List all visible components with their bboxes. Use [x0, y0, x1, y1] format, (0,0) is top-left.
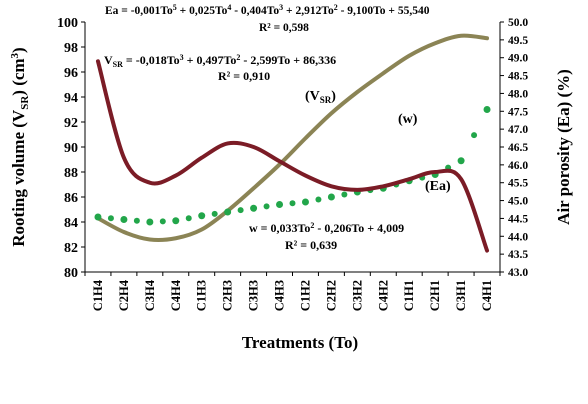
- series-label-vsr: (VSR): [305, 89, 336, 105]
- ticks-layer: 80 82 84 86 88 90 92 94 96 98 100 43.0 43.5 44.0 44.5 4…: [57, 16, 528, 311]
- series-layer: [94, 33, 491, 253]
- x-tick-label: C2H1: [428, 280, 442, 311]
- left-tick-label: 94: [64, 91, 78, 106]
- w-trend-dot: [211, 210, 218, 217]
- right-tick-label: 49.5: [508, 35, 528, 47]
- w-point: [457, 157, 465, 165]
- vsr-line: [95, 33, 490, 243]
- left-tick-label: 82: [64, 241, 78, 256]
- right-tick-label: 43.0: [508, 267, 528, 279]
- x-tick-label: C3H3: [247, 280, 261, 311]
- x-tick-label: C4H2: [376, 280, 390, 311]
- x-axis-title: Treatments (To): [242, 333, 358, 352]
- w-point: [94, 213, 102, 221]
- w-trend-dot: [289, 200, 296, 207]
- left-tick-label: 92: [64, 116, 78, 131]
- x-tick-label: C4H3: [273, 280, 287, 311]
- w-trend-dot: [315, 196, 322, 203]
- w-trend-dot: [263, 203, 270, 210]
- w-point: [224, 208, 232, 216]
- r2-w: R² = 0,639: [285, 238, 337, 252]
- right-tick-label: 43.5: [508, 249, 528, 261]
- x-tick-label: C4H1: [480, 280, 494, 311]
- left-tick-label: 98: [64, 41, 78, 56]
- x-tick-label: C2H4: [117, 279, 131, 311]
- x-tick-label: C1H2: [298, 280, 312, 311]
- equation-vsr: VSR = -0,018To3 + 0,497To2 - 2,599To + 8…: [104, 53, 336, 69]
- w-point: [120, 216, 128, 223]
- x-tick-label: C3H1: [454, 280, 468, 311]
- series-label-w: (w): [398, 112, 418, 127]
- x-tick-label: C2H3: [221, 280, 235, 311]
- right-tick-label: 47.5: [508, 106, 528, 118]
- w-point: [276, 201, 284, 208]
- left-tick-label: 100: [57, 16, 78, 31]
- w-point: [301, 198, 309, 206]
- w-trend-dot: [159, 218, 166, 225]
- r2-ea: R² = 0,598: [259, 22, 309, 34]
- w-trend-dot: [237, 207, 244, 214]
- right-axis-title: Air porosity (Ea) (%): [554, 69, 573, 225]
- w-point: [483, 106, 491, 113]
- w-trend-dot: [471, 132, 478, 139]
- left-tick-label: 84: [64, 216, 78, 231]
- w-point: [198, 212, 206, 220]
- w-point: [172, 217, 180, 225]
- x-tick-label: C3H4: [143, 279, 157, 311]
- w-trend-dot: [107, 215, 114, 222]
- x-tick-label: C1H4: [91, 279, 105, 311]
- x-tick-label: C2H2: [324, 280, 338, 311]
- x-tick-label: C3H2: [350, 280, 364, 311]
- x-tick-label: C1H3: [195, 280, 209, 311]
- left-tick-label: 80: [64, 266, 78, 281]
- right-tick-label: 50.0: [508, 17, 528, 29]
- w-trend-dot: [185, 215, 192, 222]
- series-label-ea: (Ea): [425, 179, 451, 194]
- w-trend-dot: [133, 217, 140, 224]
- equation-w: w = 0,033To2 - 0,206To + 4,009: [249, 221, 404, 235]
- left-tick-label: 96: [64, 66, 78, 81]
- right-tick-label: 49.0: [508, 53, 528, 65]
- equation-ea: Ea = -0,001To5 + 0,025To4 - 0,404To3 + 2…: [105, 3, 430, 17]
- right-tick-label: 45.0: [508, 196, 528, 208]
- right-tick-label: 48.5: [508, 71, 528, 83]
- right-tick-label: 45.5: [508, 178, 528, 190]
- x-tick-label: C4H4: [169, 279, 183, 311]
- left-tick-label: 86: [64, 191, 78, 206]
- x-tick-label: C1H1: [402, 280, 416, 311]
- left-tick-label: 90: [64, 141, 78, 156]
- right-tick-label: 44.0: [508, 231, 528, 243]
- left-axis-title: Rooting volume (VSR) (cm3): [9, 47, 31, 246]
- left-tick-label: 88: [64, 166, 78, 181]
- right-tick-label: 47.0: [508, 124, 528, 136]
- right-tick-label: 44.5: [508, 213, 528, 225]
- ea-line: [95, 59, 490, 253]
- right-tick-label: 46.0: [508, 160, 528, 172]
- w-point: [327, 193, 335, 201]
- r2-vsr: R² = 0,910: [218, 69, 270, 83]
- right-tick-label: 48.0: [508, 88, 528, 100]
- w-point: [250, 204, 258, 212]
- w-trend-dot: [341, 191, 348, 198]
- w-point: [146, 218, 154, 226]
- right-tick-label: 46.5: [508, 142, 528, 154]
